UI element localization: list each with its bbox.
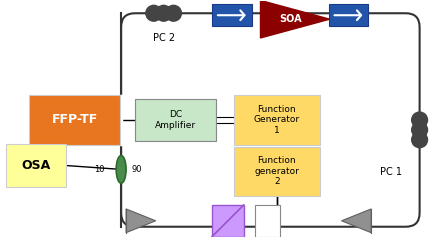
Circle shape bbox=[412, 112, 427, 128]
Polygon shape bbox=[342, 209, 371, 233]
Circle shape bbox=[412, 122, 427, 138]
Text: PC 2: PC 2 bbox=[153, 33, 175, 43]
Circle shape bbox=[146, 5, 161, 21]
Ellipse shape bbox=[116, 156, 126, 183]
FancyBboxPatch shape bbox=[7, 144, 66, 187]
FancyBboxPatch shape bbox=[29, 95, 120, 145]
FancyBboxPatch shape bbox=[329, 4, 368, 26]
Text: 10: 10 bbox=[94, 165, 104, 174]
Text: Function
Generator
1: Function Generator 1 bbox=[254, 105, 300, 135]
FancyBboxPatch shape bbox=[234, 95, 320, 145]
Circle shape bbox=[412, 132, 427, 148]
Text: FFP-TF: FFP-TF bbox=[52, 114, 98, 126]
FancyBboxPatch shape bbox=[212, 4, 252, 26]
Text: 90: 90 bbox=[131, 165, 141, 174]
FancyBboxPatch shape bbox=[255, 205, 280, 237]
FancyBboxPatch shape bbox=[212, 205, 243, 237]
FancyBboxPatch shape bbox=[234, 147, 320, 196]
Text: PC 1: PC 1 bbox=[380, 167, 402, 177]
Text: SOA: SOA bbox=[279, 14, 302, 24]
Circle shape bbox=[156, 5, 171, 21]
Text: Function
generator
2: Function generator 2 bbox=[254, 156, 299, 186]
Polygon shape bbox=[126, 209, 156, 233]
Text: OSA: OSA bbox=[22, 159, 51, 172]
Circle shape bbox=[166, 5, 181, 21]
Text: DC
Amplifier: DC Amplifier bbox=[155, 110, 196, 130]
Polygon shape bbox=[260, 0, 330, 38]
FancyBboxPatch shape bbox=[135, 99, 216, 141]
